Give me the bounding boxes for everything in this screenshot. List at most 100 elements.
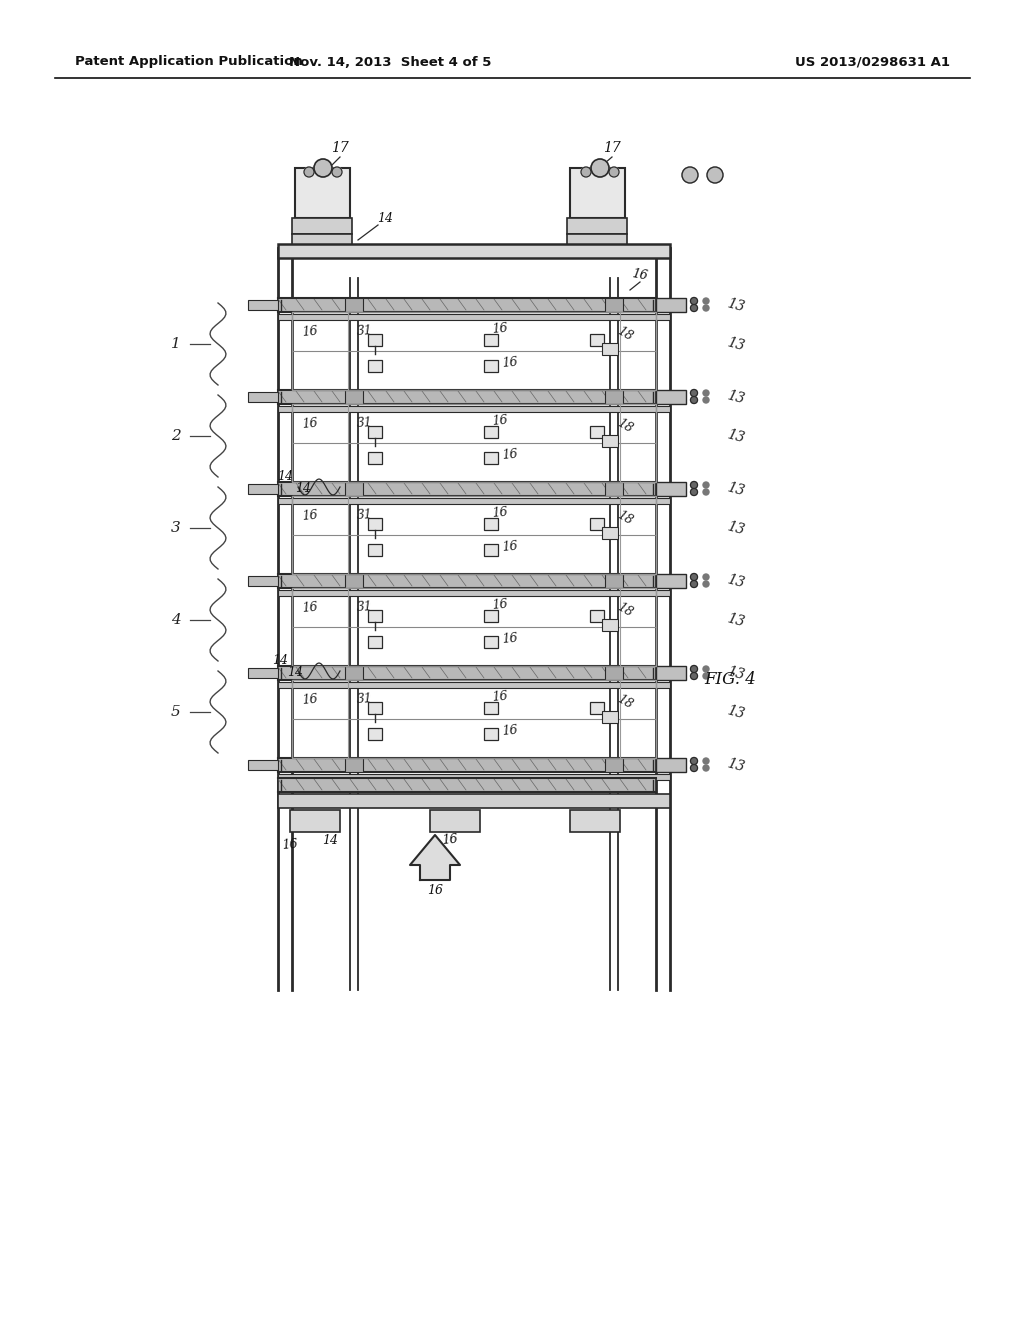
Bar <box>292 404 348 482</box>
Bar <box>248 668 278 678</box>
Text: US 2013/0298631 A1: US 2013/0298631 A1 <box>795 55 950 69</box>
Bar <box>278 682 670 688</box>
Bar <box>368 702 382 714</box>
Bar <box>656 574 686 587</box>
Bar <box>602 711 618 723</box>
Text: 16: 16 <box>427 883 443 896</box>
Text: 13: 13 <box>726 611 746 630</box>
Bar <box>278 482 656 496</box>
Polygon shape <box>410 836 460 880</box>
Text: 14: 14 <box>295 482 311 495</box>
Bar <box>484 517 498 529</box>
Text: 5: 5 <box>171 705 181 719</box>
Bar <box>292 496 348 574</box>
Text: 31: 31 <box>356 601 374 614</box>
Bar <box>620 680 656 758</box>
Bar <box>620 587 656 667</box>
Circle shape <box>703 673 709 678</box>
Text: 3: 3 <box>171 521 181 535</box>
Bar <box>484 729 498 741</box>
Bar <box>570 168 625 218</box>
Text: Patent Application Publication: Patent Application Publication <box>75 55 303 69</box>
Text: 13: 13 <box>726 664 746 682</box>
Text: 16: 16 <box>492 414 509 428</box>
Circle shape <box>703 758 709 764</box>
Circle shape <box>690 573 697 581</box>
Circle shape <box>690 482 697 488</box>
Text: 31: 31 <box>356 508 374 523</box>
Circle shape <box>690 297 697 305</box>
Text: 17: 17 <box>603 141 621 154</box>
Bar <box>292 680 348 758</box>
Bar <box>602 527 618 539</box>
Bar <box>292 218 352 234</box>
Bar <box>368 453 382 465</box>
Bar <box>605 667 623 680</box>
Text: 13: 13 <box>726 296 746 314</box>
Bar <box>345 574 362 587</box>
Bar <box>590 702 604 714</box>
Text: 16: 16 <box>282 838 299 853</box>
Circle shape <box>690 764 697 771</box>
Text: 16: 16 <box>502 355 518 370</box>
Bar <box>278 777 656 792</box>
Bar <box>278 389 656 404</box>
Circle shape <box>304 168 314 177</box>
Bar <box>484 702 498 714</box>
Bar <box>248 576 278 586</box>
Bar <box>656 667 686 680</box>
Text: 18: 18 <box>614 508 635 528</box>
Circle shape <box>591 158 609 177</box>
Bar <box>248 392 278 403</box>
Text: 16: 16 <box>301 416 318 430</box>
Bar <box>605 298 623 312</box>
Bar <box>248 760 278 770</box>
Text: 16: 16 <box>492 506 509 520</box>
Circle shape <box>707 168 723 183</box>
Bar <box>368 729 382 741</box>
Circle shape <box>690 389 697 396</box>
Bar <box>590 426 604 438</box>
Bar <box>590 334 604 346</box>
Bar <box>292 680 656 758</box>
Bar <box>248 484 278 494</box>
Text: 31: 31 <box>356 693 374 706</box>
Bar <box>278 314 670 319</box>
Text: 4: 4 <box>171 612 181 627</box>
Text: FIG. 4: FIG. 4 <box>705 672 756 689</box>
Bar <box>248 300 278 310</box>
Bar <box>368 426 382 438</box>
Bar <box>292 587 656 667</box>
Circle shape <box>690 581 697 587</box>
Bar <box>345 667 362 680</box>
Bar <box>620 404 656 482</box>
Bar <box>656 389 686 404</box>
Text: 14: 14 <box>377 211 393 224</box>
Circle shape <box>609 168 618 177</box>
Circle shape <box>690 396 697 404</box>
Bar <box>278 795 670 808</box>
Bar <box>368 544 382 556</box>
Text: 16: 16 <box>502 631 518 645</box>
Bar <box>656 298 686 312</box>
Bar <box>345 389 362 404</box>
Bar <box>620 312 656 389</box>
Bar <box>292 404 656 482</box>
Bar <box>602 343 618 355</box>
Text: 16: 16 <box>492 690 509 705</box>
Bar <box>368 334 382 346</box>
Bar <box>278 590 670 597</box>
Text: 16: 16 <box>301 508 318 523</box>
Text: 13: 13 <box>726 756 746 774</box>
Circle shape <box>690 665 697 672</box>
Bar <box>278 758 656 772</box>
Bar <box>292 234 352 248</box>
Text: 14: 14 <box>272 655 288 668</box>
Bar <box>602 619 618 631</box>
Bar <box>278 407 670 412</box>
Text: 13: 13 <box>726 572 746 590</box>
Bar <box>278 667 656 680</box>
Text: 2: 2 <box>171 429 181 444</box>
Bar <box>605 482 623 496</box>
Bar <box>278 298 656 312</box>
